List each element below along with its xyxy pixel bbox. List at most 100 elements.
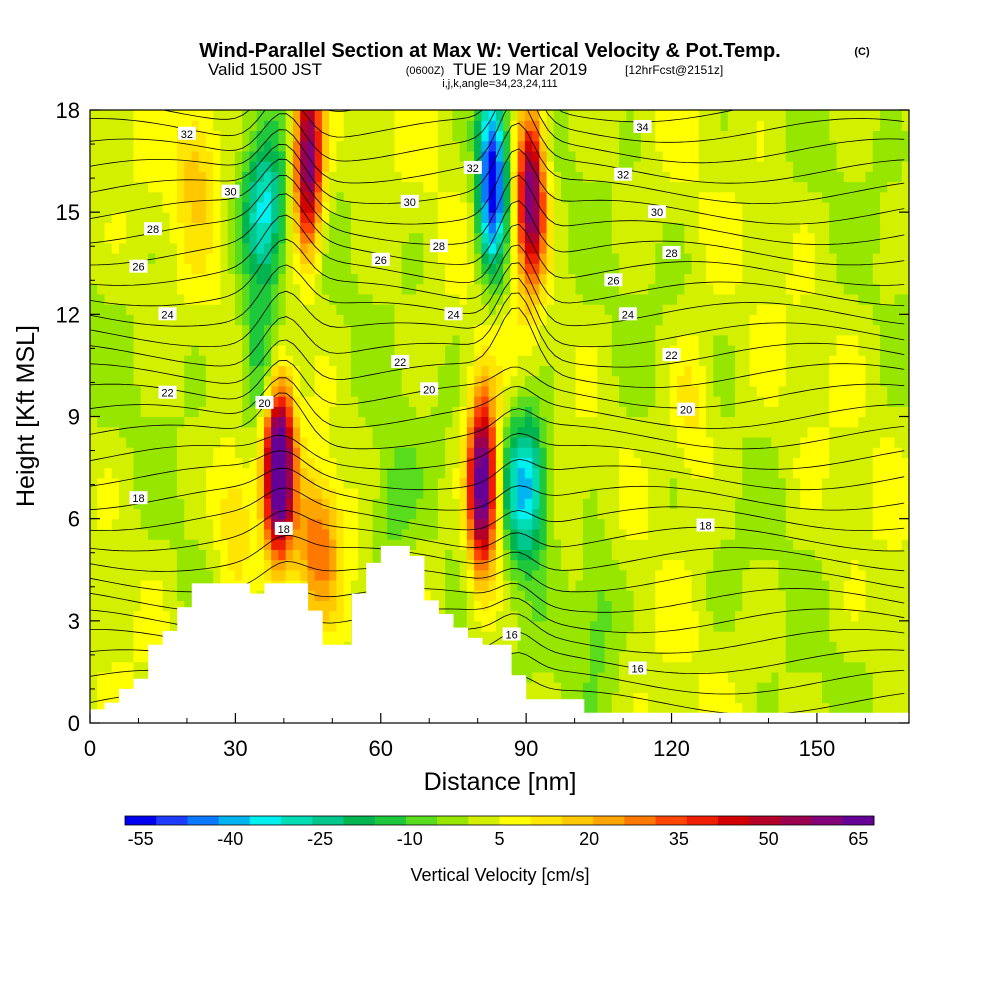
velocity-cell [292,539,301,550]
velocity-cell [481,355,490,367]
velocity-cell [329,549,338,561]
velocity-cell [321,344,330,356]
velocity-cell [539,242,548,254]
velocity-cell [619,406,627,418]
velocity-cell [662,191,671,203]
velocity-cell [350,120,359,132]
velocity-cell [314,467,323,479]
velocity-cell [140,355,149,367]
velocity-cell [184,590,193,601]
velocity-cell [169,620,178,632]
velocity-cell [307,304,316,315]
velocity-cell [553,191,562,203]
velocity-cell [242,436,251,448]
velocity-cell [669,263,678,275]
velocity-cell [155,324,164,336]
velocity-cell [365,447,374,458]
velocity-cell [292,273,301,285]
velocity-cell [118,396,127,407]
velocity-cell [336,396,345,407]
velocity-cell [90,651,98,663]
velocity-cell [111,467,120,479]
velocity-cell [133,528,142,540]
velocity-cell [249,191,258,203]
velocity-cell [271,191,280,203]
velocity-cell [387,426,396,438]
velocity-cell [474,406,482,418]
velocity-cell [343,610,352,622]
velocity-cell [184,385,193,397]
velocity-cell [184,467,193,479]
velocity-cell [234,150,243,162]
velocity-cell [321,324,330,336]
velocity-cell [307,467,316,479]
velocity-cell [256,253,265,264]
velocity-cell [575,467,584,479]
velocity-cell [372,528,381,540]
velocity-cell [140,293,149,305]
velocity-cell [401,498,410,510]
velocity-cell [597,416,606,428]
velocity-cell [198,477,207,489]
velocity-cell [184,171,193,183]
velocity-cell [510,355,519,367]
velocity-cell [314,120,323,132]
velocity-cell [532,191,540,203]
velocity-cell [626,416,635,428]
velocity-cell [503,488,511,499]
velocity-cell [568,201,577,213]
velocity-cell [271,549,280,561]
velocity-cell [684,641,693,653]
velocity-cell [640,436,649,448]
velocity-cell [314,416,323,428]
velocity-cell [597,324,606,336]
velocity-cell [619,569,627,581]
velocity-cell [184,314,193,326]
velocity-cell [445,130,453,142]
velocity-cell [640,232,649,244]
velocity-cell [140,641,149,653]
velocity-cell [459,559,468,571]
velocity-cell [97,130,106,142]
velocity-cell [619,416,627,428]
velocity-cell [568,539,577,550]
velocity-cell [416,130,424,142]
velocity-cell [655,365,664,377]
velocity-cell [619,590,627,601]
velocity-cell [365,426,374,438]
velocity-cell [126,426,135,438]
velocity-cell [452,477,461,489]
velocity-cell [176,120,185,132]
velocity-cell [205,539,214,550]
velocity-cell [684,201,693,213]
velocity-cell [655,324,664,336]
velocity-cell [343,457,352,469]
velocity-cell [575,191,584,203]
velocity-cell [133,253,142,264]
velocity-cell [510,579,519,591]
velocity-cell [358,232,367,244]
velocity-cell [162,150,171,162]
velocity-cell [408,477,417,489]
velocity-cell [111,324,120,336]
velocity-cell [633,334,642,346]
velocity-cell [655,283,664,295]
velocity-cell [604,702,613,714]
velocity-cell [140,467,149,479]
velocity-cell [481,610,490,622]
velocity-cell [474,293,482,305]
velocity-cell [495,528,504,540]
velocity-cell [423,355,432,367]
velocity-cell [401,263,410,275]
velocity-cell [416,518,424,530]
velocity-cell [684,212,693,223]
velocity-cell [365,212,374,223]
velocity-cell [104,508,113,520]
velocity-cell [140,457,149,469]
velocity-cell [205,232,214,244]
velocity-cell [597,518,606,530]
velocity-cell [582,344,591,356]
velocity-cell [350,232,359,244]
velocity-cell [401,467,410,479]
velocity-cell [416,396,424,407]
